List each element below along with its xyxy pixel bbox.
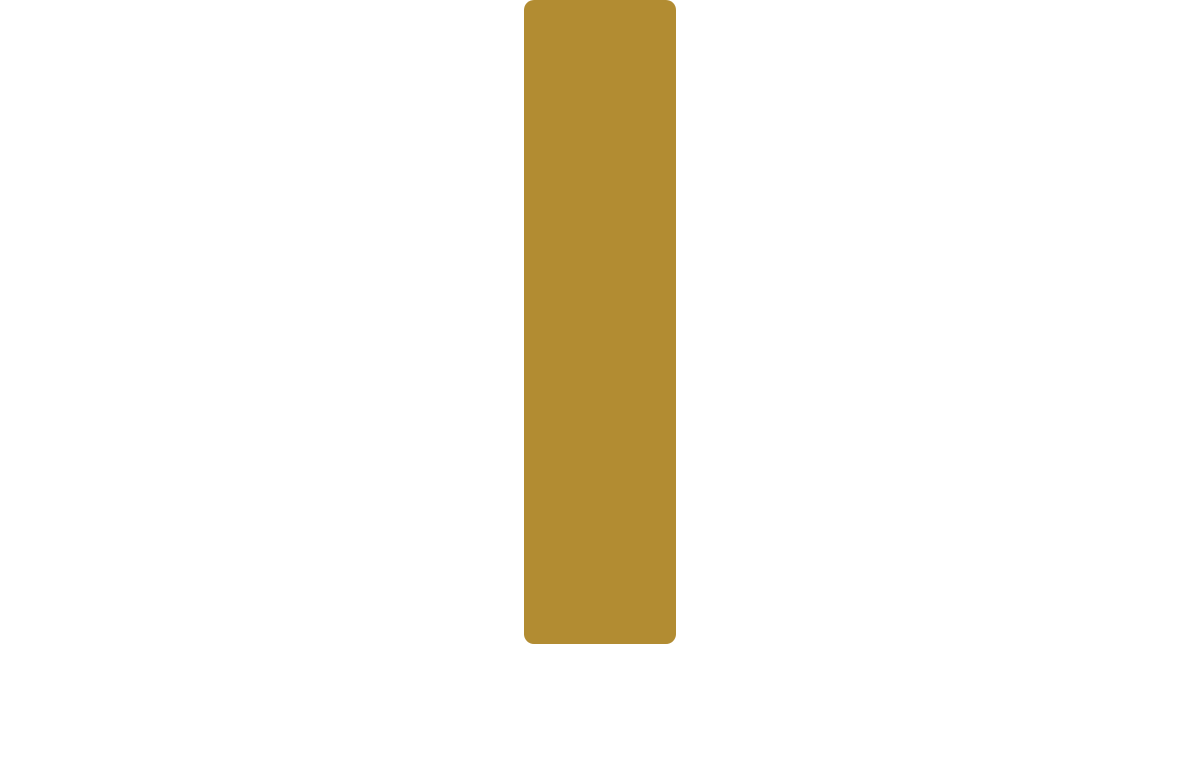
gold-vertical-panel bbox=[524, 0, 676, 644]
